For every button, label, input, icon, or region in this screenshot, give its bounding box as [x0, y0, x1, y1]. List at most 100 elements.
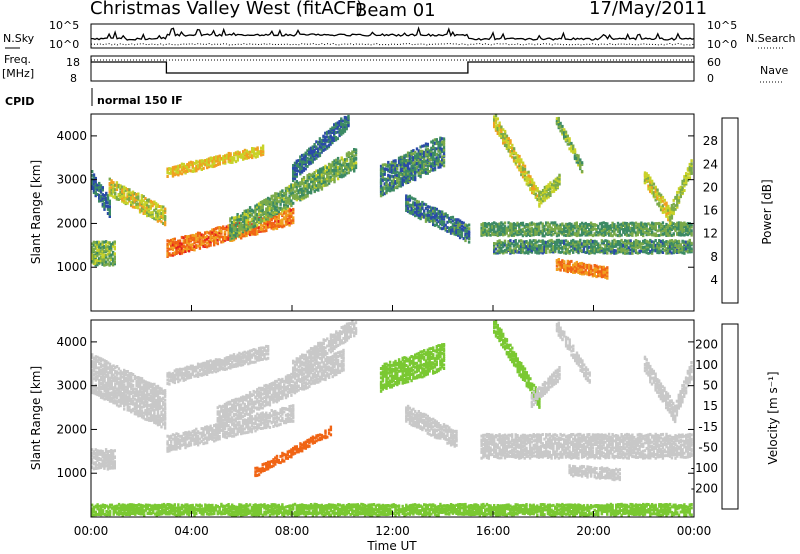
power-cell — [131, 200, 135, 204]
power-cell — [112, 190, 115, 194]
power-cell — [229, 158, 232, 162]
power-cell — [627, 225, 630, 229]
power-cell — [168, 167, 171, 171]
power-cell — [659, 240, 663, 243]
power-cell — [311, 155, 314, 159]
power-cell — [268, 221, 272, 225]
power-cell — [222, 238, 225, 242]
power-cell — [414, 166, 417, 170]
power-cell — [568, 251, 571, 255]
power-cell — [290, 188, 293, 192]
power-cell — [523, 169, 527, 173]
power-cell — [600, 224, 604, 228]
power-cell — [586, 271, 589, 275]
power-cell — [98, 199, 101, 203]
velocity-cell — [91, 365, 94, 369]
power-cell — [122, 185, 126, 189]
velocity-cell — [94, 355, 97, 359]
power-cell — [211, 165, 214, 169]
power-cell — [591, 226, 595, 230]
power-cell — [257, 212, 261, 216]
power-cell — [676, 240, 679, 244]
power-cell — [252, 152, 256, 156]
power-cell — [668, 247, 672, 251]
power-cell — [550, 233, 553, 237]
power-cell — [110, 248, 113, 252]
power-cell — [394, 186, 397, 190]
power-cell — [507, 143, 510, 146]
power-cell — [94, 246, 97, 250]
power-cell — [209, 232, 212, 236]
power-cell — [503, 231, 507, 235]
power-cell — [690, 231, 693, 235]
power-cell — [318, 177, 322, 181]
power-cell — [643, 241, 647, 245]
power-cell — [598, 244, 602, 248]
power-cell — [580, 249, 584, 253]
power-cell — [521, 234, 525, 238]
power-cell — [390, 170, 394, 174]
power-cell — [525, 246, 528, 250]
power-cell — [564, 230, 568, 233]
power-cell — [293, 197, 297, 201]
power-cell — [690, 166, 693, 170]
power-cell — [604, 251, 607, 255]
power-cell — [261, 206, 264, 210]
power-cell — [683, 175, 686, 179]
power-cell — [166, 169, 169, 173]
power-cell — [575, 247, 578, 251]
power-cell — [91, 242, 94, 246]
power-cell — [498, 247, 501, 251]
power-cell — [292, 194, 295, 197]
power-cell — [405, 159, 408, 162]
power-cell — [241, 226, 245, 230]
power-cell — [423, 209, 426, 213]
power-cell — [563, 224, 566, 228]
power-cell — [387, 168, 390, 172]
power-cell — [277, 214, 280, 218]
power-cell — [627, 239, 630, 243]
power-cell — [426, 157, 429, 161]
power-cell — [491, 222, 494, 226]
velocity-cell — [107, 389, 110, 393]
velocity-cell — [92, 377, 96, 381]
power-cell — [568, 262, 571, 266]
power-cell — [606, 222, 609, 226]
power-cell — [292, 216, 295, 220]
power-cell — [546, 244, 550, 248]
freq-panel-frame — [90, 55, 695, 82]
power-cell — [406, 207, 410, 210]
power-cell — [311, 179, 315, 183]
power-cell — [615, 244, 618, 248]
power-cell — [351, 154, 354, 158]
power-cell — [688, 231, 691, 235]
power-cell — [500, 229, 503, 233]
power-cell — [401, 157, 404, 161]
power-cell — [99, 259, 103, 263]
power-cell — [494, 242, 498, 246]
velocity-cell — [110, 381, 113, 385]
power-cell — [607, 246, 611, 250]
power-cell — [622, 240, 625, 244]
power-cell — [91, 250, 94, 254]
power-cell — [493, 118, 496, 121]
power-cell — [342, 173, 345, 177]
power-cell — [106, 197, 110, 201]
power-cell — [600, 271, 604, 275]
power-cell — [577, 262, 580, 266]
power-cell — [188, 161, 191, 165]
power-cell — [171, 252, 175, 256]
power-cell — [309, 146, 313, 150]
power-cell — [532, 222, 535, 226]
power-cell — [213, 159, 216, 163]
power-cell — [388, 168, 392, 172]
power-cell — [441, 227, 444, 231]
power-cell — [343, 127, 347, 131]
power-cell — [302, 159, 306, 163]
power-cell — [455, 233, 458, 237]
power-cell — [331, 131, 334, 134]
power-cell — [545, 249, 548, 253]
power-cell — [256, 207, 259, 211]
power-cell — [688, 224, 691, 228]
power-cell — [277, 195, 280, 199]
